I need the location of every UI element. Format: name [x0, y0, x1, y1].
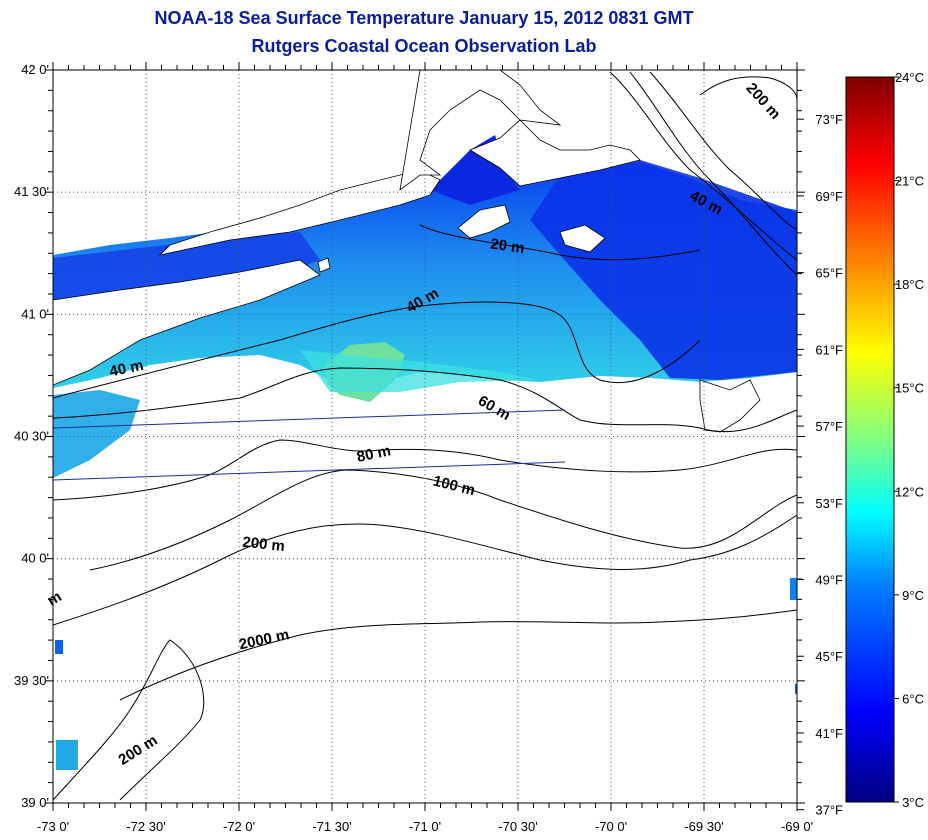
- sst-southwest: [53, 390, 140, 478]
- colorbar-label-f: 73°F: [815, 112, 843, 127]
- contour-200m: [53, 514, 797, 626]
- colorbar-label-f: 61°F: [815, 342, 843, 357]
- contour-shelf-north3: [649, 71, 797, 231]
- land-nantucket: [559, 224, 606, 253]
- lat-label: 40 30': [14, 429, 49, 444]
- land-massachusetts: [399, 70, 562, 191]
- lon-label: -70 0': [595, 819, 627, 834]
- colorbar-label-c: 15°C: [895, 381, 924, 396]
- map-frame: [52, 69, 798, 804]
- lon-label: -72 0': [223, 819, 255, 834]
- colorbar-label-f: 37°F: [815, 803, 843, 818]
- axis-labels: 42 0' 41 30' 41 0' 40 30' 40 0' 39 30' 39 0' -7…: [14, 62, 813, 834]
- contour-shelf-north: [609, 71, 797, 261]
- land-marthas-vineyard: [457, 204, 511, 239]
- colorbar-label-f: 69°F: [815, 189, 843, 204]
- colorbar: [845, 76, 895, 803]
- land-nova-scotia: [699, 379, 761, 433]
- contour-2000m: [119, 609, 797, 701]
- map-subtitle: Rutgers Coastal Ocean Observation Lab: [251, 36, 597, 56]
- contour-shelf-north2: [629, 71, 797, 276]
- lon-label: -72 30': [126, 819, 165, 834]
- lon-label: -70 30': [498, 819, 537, 834]
- contour-100m: [89, 469, 797, 571]
- map-title: NOAA-18 Sea Surface Temperature January …: [154, 8, 694, 28]
- colorbar-label-c: 12°C: [895, 484, 924, 499]
- land-block-island: [317, 257, 331, 273]
- contour-80m: [53, 439, 797, 501]
- contour-label: 20 m: [489, 236, 525, 258]
- colorbar-label-f: 65°F: [815, 266, 843, 281]
- sst-cold-east: [530, 160, 797, 380]
- sst-patch: [795, 684, 797, 694]
- land-cape-cod: [469, 119, 641, 187]
- sst-patch: [56, 740, 78, 770]
- lon-label: -73 0': [37, 819, 69, 834]
- contour-label: 40 m: [108, 357, 145, 381]
- contour-label: 80 m: [355, 442, 392, 466]
- contour-label: 200 m: [242, 534, 286, 555]
- lat-label: 41 30': [14, 184, 49, 199]
- bathymetry-contours: [53, 71, 797, 801]
- colorbar-label-f: 41°F: [815, 726, 843, 741]
- sst-patch: [55, 640, 63, 654]
- graticule: [53, 70, 797, 803]
- axis-ticks: [45, 62, 805, 811]
- colorbar-label-c: 18°C: [895, 277, 924, 292]
- sst-patch: [790, 578, 797, 600]
- colorbar-label-c: 6°C: [902, 691, 924, 706]
- colorbar-label-c: 3°C: [902, 795, 924, 810]
- colorbar-label-f: 57°F: [815, 419, 843, 434]
- lat-label: 39 30': [14, 673, 49, 688]
- colorbar-labels: 24°C 21°C 18°C 15°C 12°C 9°C 6°C 3°C 73°F 69°F 65°…: [797, 70, 924, 818]
- colorbar-label-c: 21°C: [895, 174, 924, 189]
- contour-gom: [699, 76, 797, 101]
- colorbar-label-f: 45°F: [815, 649, 843, 664]
- colorbar-label-f: 49°F: [815, 573, 843, 588]
- shipping-lane-1: [53, 409, 566, 429]
- shipping-lane-2: [53, 461, 566, 481]
- lat-label: 42 0': [21, 62, 49, 77]
- colorbar-label-c: 24°C: [895, 70, 924, 85]
- colorbar-label-c: 9°C: [902, 588, 924, 603]
- contour-20m: [419, 224, 701, 261]
- lon-label: -69 0': [781, 819, 813, 834]
- contour-200m-sw: [53, 639, 205, 801]
- lon-label: -69 30': [684, 819, 723, 834]
- contour-60m: [53, 367, 797, 433]
- lat-label: 40 0': [21, 551, 49, 566]
- lat-label: 41 0': [21, 306, 49, 321]
- contour-40m: [53, 301, 701, 399]
- lon-label: -71 30': [312, 819, 351, 834]
- lon-label: -71 0': [409, 819, 441, 834]
- colorbar-label-f: 53°F: [815, 496, 843, 511]
- land-long-island: [53, 259, 321, 386]
- lat-label: 39 0': [21, 795, 49, 810]
